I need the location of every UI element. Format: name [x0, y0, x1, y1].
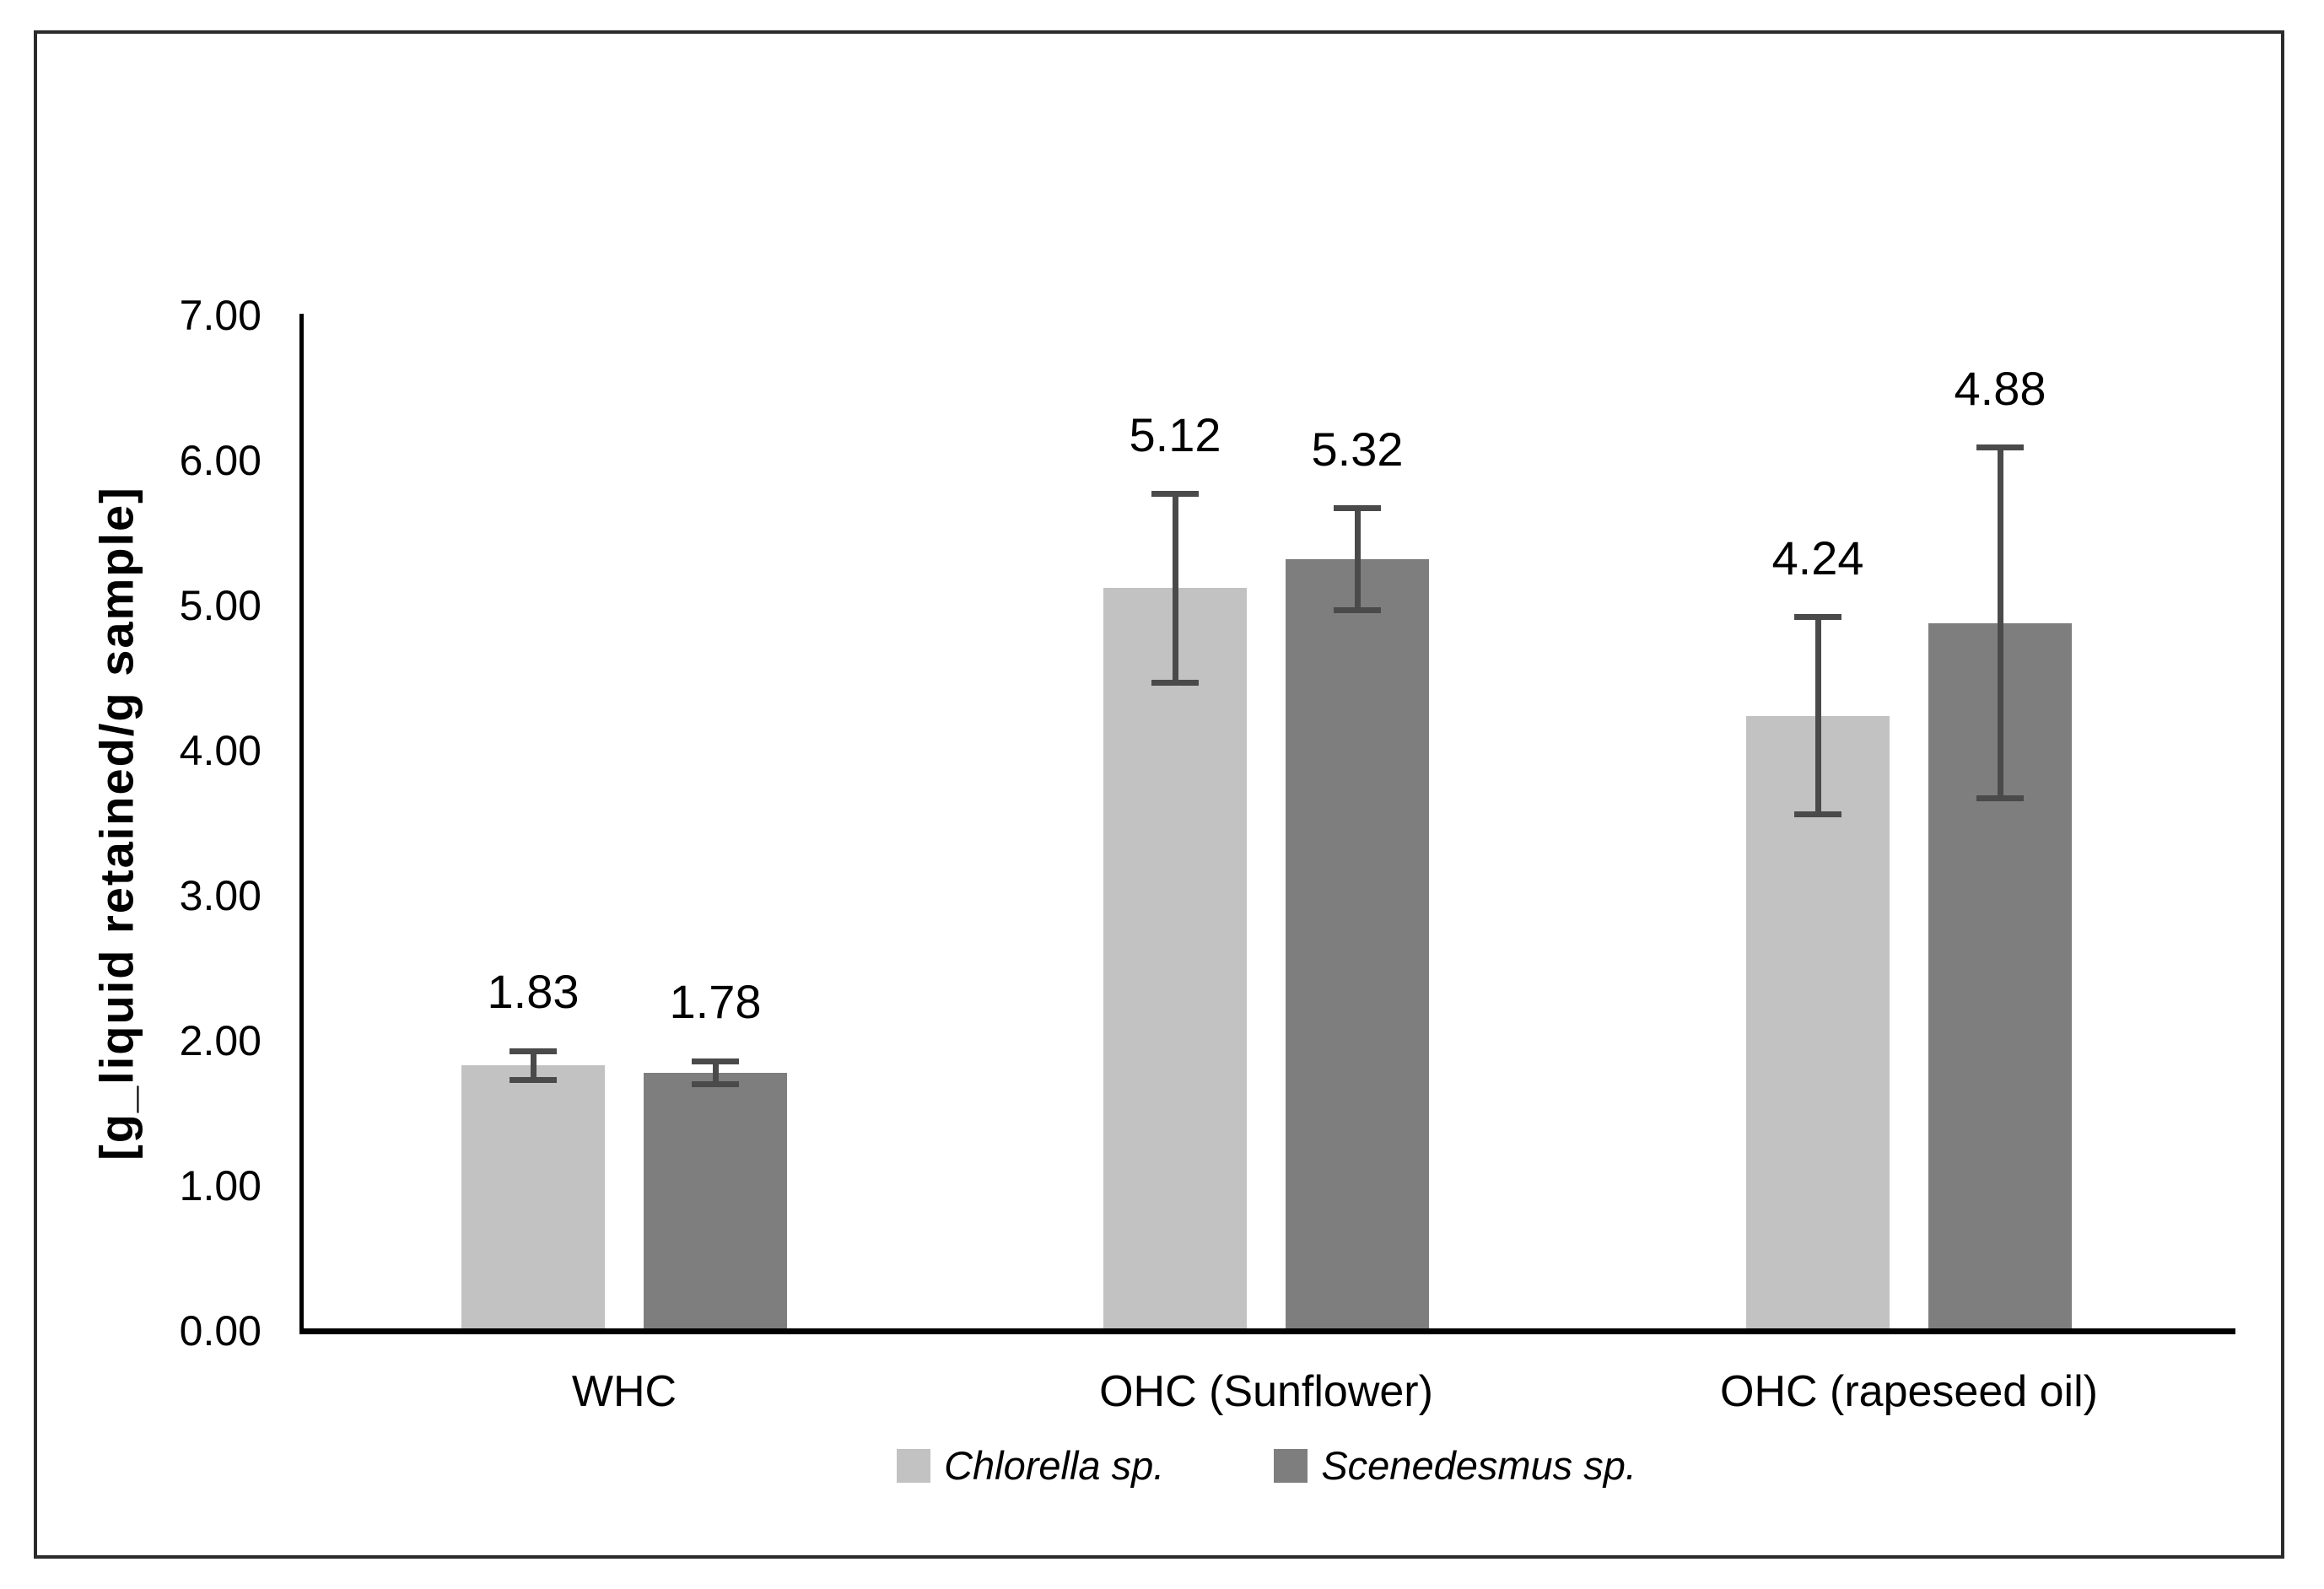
bar-chlorella-sp--0: [461, 1065, 605, 1331]
error-bar: [1172, 493, 1178, 683]
bar-chlorella-sp--2: [1746, 715, 1890, 1331]
error-bar-cap: [510, 1076, 557, 1083]
bar-chlorella-sp--1: [1103, 588, 1247, 1331]
legend-swatch: [897, 1448, 931, 1483]
error-bar-cap: [1794, 811, 1841, 818]
error-bar: [1354, 508, 1361, 611]
legend-swatch: [1274, 1448, 1308, 1483]
bar-scenedesmus-sp--1: [1286, 558, 1429, 1331]
y-tick-label: 7.00: [179, 292, 262, 339]
error-bar: [530, 1051, 537, 1080]
bar-scenedesmus-sp--0: [644, 1072, 787, 1331]
value-label: 1.78: [669, 975, 762, 1029]
value-label: 5.12: [1129, 407, 1221, 461]
error-bar-cap: [1151, 679, 1199, 686]
legend-label: Scenedesmus sp.: [1321, 1443, 1637, 1488]
y-tick-label: 0.00: [179, 1307, 262, 1355]
y-tick-label: 4.00: [179, 727, 262, 774]
error-bar-cap: [1794, 614, 1841, 621]
error-bar: [1814, 617, 1821, 815]
y-tick-label: 1.00: [179, 1162, 262, 1209]
value-label: 4.24: [1771, 531, 1864, 584]
error-bar-cap: [1334, 505, 1381, 512]
error-bar: [712, 1061, 719, 1085]
y-tick-label: 6.00: [179, 437, 262, 484]
category-label-1: OHC (Sunflower): [1099, 1367, 1433, 1416]
legend: Chlorella sp. Scenedesmus sp.: [302, 1442, 2231, 1489]
y-tick-label: 3.00: [179, 872, 262, 919]
error-bar-cap: [1976, 444, 2024, 451]
error-bar: [1997, 447, 2003, 799]
error-bar-cap: [1334, 606, 1381, 613]
legend-item: Chlorella sp.: [897, 1442, 1164, 1489]
error-bar-cap: [510, 1048, 557, 1054]
error-bar-cap: [1976, 795, 2024, 802]
error-bar-cap: [692, 1081, 739, 1088]
y-tick-label: 5.00: [179, 582, 262, 629]
error-bar-cap: [1151, 491, 1199, 498]
category-label-0: WHC: [571, 1367, 677, 1416]
value-label: 1.83: [487, 965, 580, 1019]
category-label-2: OHC (rapeseed oil): [1720, 1367, 2098, 1416]
legend-item: Scenedesmus sp.: [1274, 1442, 1637, 1489]
y-tick-label: 2.00: [179, 1017, 262, 1064]
legend-label: Chlorella sp.: [944, 1443, 1165, 1488]
error-bar-cap: [692, 1058, 739, 1064]
value-label: 4.88: [1954, 361, 2046, 415]
value-label: 5.32: [1311, 422, 1404, 476]
y-axis-line: [299, 314, 304, 1334]
x-axis-line: [299, 1328, 2235, 1334]
figure-border: [34, 30, 2284, 1559]
